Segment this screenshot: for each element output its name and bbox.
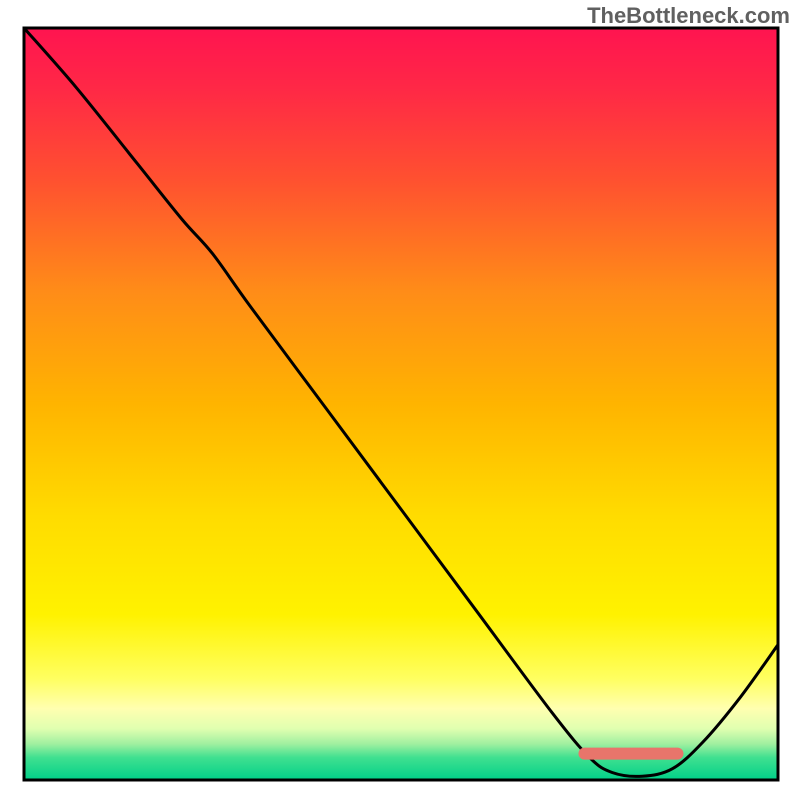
attribution-text: TheBottleneck.com [587, 3, 790, 29]
optimum-marker [578, 748, 683, 760]
bottleneck-chart [0, 0, 800, 800]
gradient-background [24, 28, 778, 780]
chart-root: TheBottleneck.com [0, 0, 800, 800]
